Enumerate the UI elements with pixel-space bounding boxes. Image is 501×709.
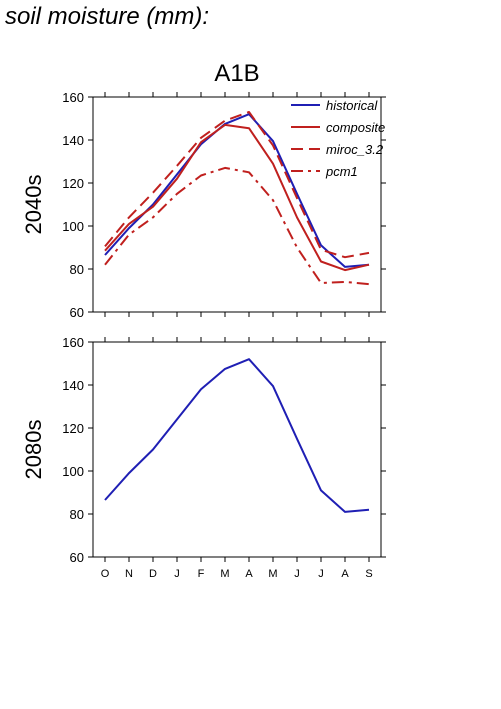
x-tick-label: J (174, 568, 180, 580)
x-tick-label: A (341, 568, 349, 580)
y-tick-label: 80 (70, 262, 84, 277)
y-tick-label: 120 (62, 176, 84, 191)
series-line-pcm1 (104, 166, 370, 286)
y-tick-label: 60 (70, 550, 84, 565)
x-tick-label: A (245, 568, 253, 580)
y-tick-label: 100 (62, 219, 84, 234)
x-tick-label: J (294, 568, 300, 580)
y-tick-label: 140 (62, 133, 84, 148)
y-tick-label: 160 (62, 90, 84, 105)
panel-2: 60 80 100 120 140 160 O N D J F M A M J J A S 2080s (21, 335, 386, 580)
y-tick-label: 100 (62, 464, 84, 479)
y-tick-label: 60 (70, 305, 84, 320)
x-tick-label: D (149, 568, 157, 580)
x-tick-label: J (318, 568, 324, 580)
legend: historical composite miroc_3.2 pcm1 (291, 98, 385, 179)
series-line-series-1 (104, 358, 370, 513)
x-tick-label: O (101, 568, 110, 580)
y-tick-label: 80 (70, 507, 84, 522)
y-tick-label: 140 (62, 378, 84, 393)
row-label: 2080s (21, 420, 46, 480)
x-tick-label: M (220, 568, 229, 580)
series-line-historical (104, 113, 370, 268)
x-tick-label: M (268, 568, 277, 580)
x-tick-label: S (365, 568, 372, 580)
legend-label: historical (326, 98, 378, 113)
legend-label: miroc_3.2 (326, 142, 384, 157)
series-line-composite (104, 123, 370, 272)
series-line-miroc_3.2 (104, 111, 370, 259)
figure-title: soil moisture (mm): (5, 3, 210, 30)
y-tick-label: 160 (62, 335, 84, 350)
row-label: 2040s (21, 175, 46, 235)
plot-frame (92, 341, 382, 558)
scenario-title: A1B (214, 60, 259, 87)
legend-label: composite (326, 120, 385, 135)
legend-label: pcm1 (325, 164, 358, 179)
x-tick-label: F (198, 568, 205, 580)
y-tick-label: 120 (62, 421, 84, 436)
x-tick-label: N (125, 568, 133, 580)
plot-frame (92, 96, 382, 313)
panel-1: 60 80 100 120 140 160 A1B 2040s historical compos… (21, 60, 386, 320)
